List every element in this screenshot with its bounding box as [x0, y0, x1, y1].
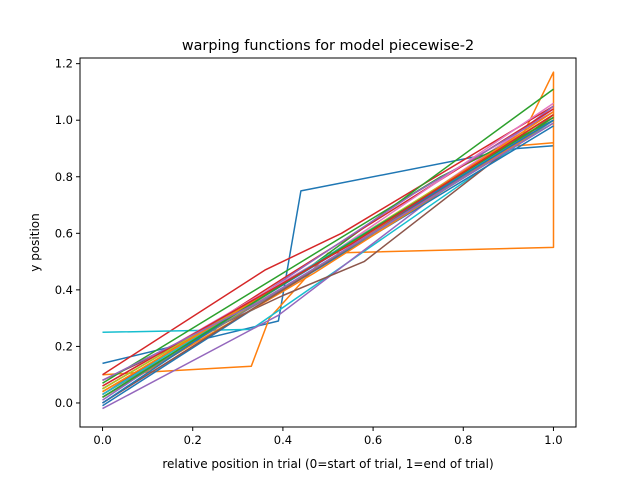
x-tick-label: 0.6 [364, 433, 382, 447]
y-tick-label: 0.4 [55, 283, 73, 297]
x-tick-label: 0.4 [274, 433, 292, 447]
series-line-25 [102, 122, 554, 381]
x-axis-label: relative position in trial (0=start of t… [162, 457, 493, 471]
plot-area [102, 71, 555, 410]
y-tick-label: 1.0 [55, 113, 73, 127]
series-line-1 [102, 144, 554, 365]
x-tick-label: 0.0 [93, 433, 111, 447]
x-tick-label: 0.2 [184, 433, 202, 447]
y-tick-label: 0.0 [55, 396, 73, 410]
x-tick-label: 0.8 [454, 433, 472, 447]
x-axis-ticks: 0.0 0.2 0.4 0.6 0.8 1.0 [93, 427, 563, 447]
series-line-3 [102, 105, 554, 376]
y-tick-label: 0.2 [55, 339, 73, 353]
y-axis-ticks: 0.0 0.2 0.4 0.6 0.8 1.0 1.2 [55, 57, 80, 410]
y-tick-label: 0.6 [55, 226, 73, 240]
x-tick-label: 1.0 [544, 433, 562, 447]
y-tick-label: 0.8 [55, 170, 73, 184]
y-tick-label: 1.2 [55, 57, 73, 71]
chart-title: warping functions for model piecewise-2 [182, 38, 474, 54]
y-axis-label: y position [28, 213, 42, 271]
axes-frame [79, 57, 577, 428]
